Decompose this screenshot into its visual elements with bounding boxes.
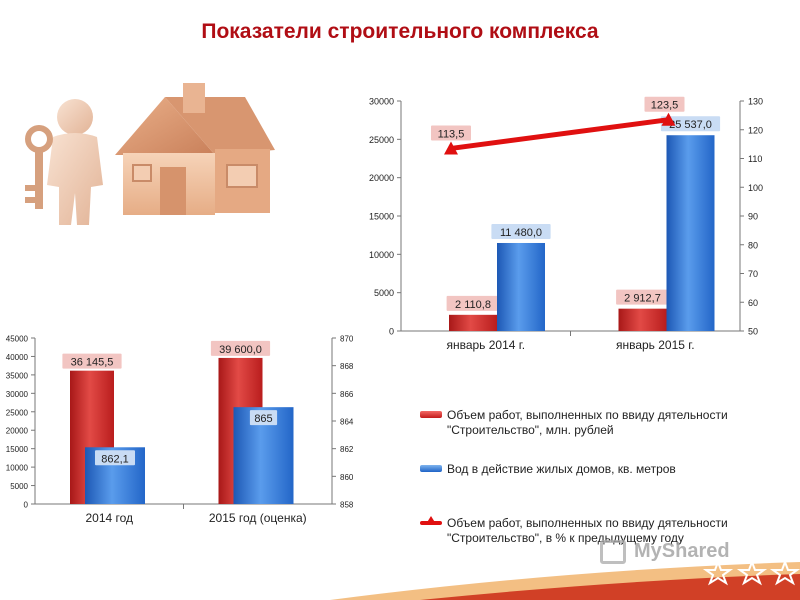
data-label: 862,1 <box>101 453 129 465</box>
y-tick-label: 0 <box>24 501 29 510</box>
data-label: 2 110,8 <box>455 299 491 311</box>
y-tick-label: 25000 <box>369 135 394 145</box>
y-tick-label: 20000 <box>6 427 29 436</box>
data-label-bg <box>660 116 721 132</box>
data-label: 11 480,0 <box>500 227 542 239</box>
y-tick-label: 5000 <box>374 288 394 298</box>
y-tick-label: 5000 <box>10 482 28 491</box>
data-label-bg <box>446 295 500 311</box>
line-point-marker <box>661 112 676 126</box>
bar-housing <box>666 135 715 331</box>
legend-swatch-blue-bar <box>420 465 442 472</box>
y-tick-label: 15000 <box>6 445 29 454</box>
y-tick-label: 0 <box>389 327 394 337</box>
y-tick-label: 10000 <box>369 250 394 260</box>
y-tick-label: 40000 <box>6 353 29 362</box>
y2-tick-label: 120 <box>748 125 763 135</box>
bar-works-volume <box>618 308 667 331</box>
watermark-text: MyShared <box>634 540 730 562</box>
y2-tick-label: 80 <box>748 240 758 250</box>
x-category-label: январь 2014 г. <box>446 338 525 352</box>
star-icon <box>736 559 768 586</box>
y-tick-label: 20000 <box>369 173 394 183</box>
bar-works-volume <box>449 314 497 331</box>
y2-tick-label: 858 <box>340 501 354 510</box>
line-data-label-bg <box>431 125 471 141</box>
house-with-key-illustration <box>25 83 275 225</box>
y2-tick-label: 50 <box>748 327 758 337</box>
y2-tick-label: 110 <box>748 154 762 164</box>
legend-swatch-red-bar <box>420 411 442 418</box>
data-label: 865 <box>254 413 272 425</box>
line-data-label: 123,5 <box>651 100 679 112</box>
y2-tick-label: 100 <box>748 183 763 193</box>
y-tick-label: 15000 <box>369 212 394 222</box>
y-tick-label: 30000 <box>369 97 394 107</box>
y2-tick-label: 90 <box>748 212 758 222</box>
legend-swatch-red-line <box>420 516 442 525</box>
data-label: 36 145,5 <box>71 357 114 369</box>
bar-housing <box>497 242 545 331</box>
y-tick-label: 10000 <box>6 464 29 473</box>
data-label: 2 912,7 <box>624 293 661 305</box>
y2-tick-label: 868 <box>340 362 354 371</box>
line-data-label-bg <box>644 96 685 112</box>
x-category-label: 2015 год (оценка) <box>209 511 307 525</box>
y2-tick-label: 870 <box>340 335 354 344</box>
line-point-marker <box>444 141 458 155</box>
star-icon <box>702 559 734 586</box>
star-icon <box>769 559 800 586</box>
y-tick-label: 30000 <box>6 390 29 399</box>
line-data-label: 113,5 <box>438 128 465 140</box>
x-category-label: январь 2015 г. <box>616 338 695 352</box>
slide-title: Показатели строительного комплекса <box>201 20 599 43</box>
y-tick-label: 25000 <box>6 408 29 417</box>
legend-label: Вод в действие жилых домов, кв. метров <box>447 462 676 476</box>
construction-chart-annual: 0 5000 10000 15000 20000 25000 30000 35000 40000… <box>6 335 354 526</box>
y-tick-label: 35000 <box>6 371 29 380</box>
y2-tick-label: 70 <box>748 269 758 279</box>
footer-decoration <box>330 559 800 600</box>
y2-tick-label: 862 <box>340 445 354 454</box>
watermark: MyShared <box>600 538 770 568</box>
y-tick-label: 45000 <box>6 335 29 344</box>
data-label-bg <box>95 450 135 466</box>
data-label: 39 600,0 <box>219 344 262 356</box>
presentation-icon <box>600 540 626 564</box>
y2-tick-label: 866 <box>340 390 354 399</box>
data-label-bg <box>616 289 669 305</box>
y2-tick-label: 130 <box>748 97 763 107</box>
construction-chart-monthly: 0 5000 10000 15000 20000 25000 30000 50 60 70 80 90… <box>369 96 763 353</box>
data-label: 25 537,0 <box>669 119 712 131</box>
y2-tick-label: 860 <box>340 473 354 482</box>
series-line-percent <box>450 117 669 151</box>
data-label-bg <box>62 353 122 369</box>
chart-legend: Объем работ, выполненных по ввиду дятель… <box>420 408 790 558</box>
x-category-label: 2014 год <box>85 511 133 525</box>
data-label-bg <box>491 223 551 239</box>
legend-label: Объем работ, выполненных по ввиду дятель… <box>447 408 728 437</box>
y2-tick-label: 60 <box>748 298 758 308</box>
y2-tick-label: 864 <box>340 418 354 427</box>
data-label-bg <box>249 410 278 426</box>
data-label-bg <box>210 340 271 356</box>
